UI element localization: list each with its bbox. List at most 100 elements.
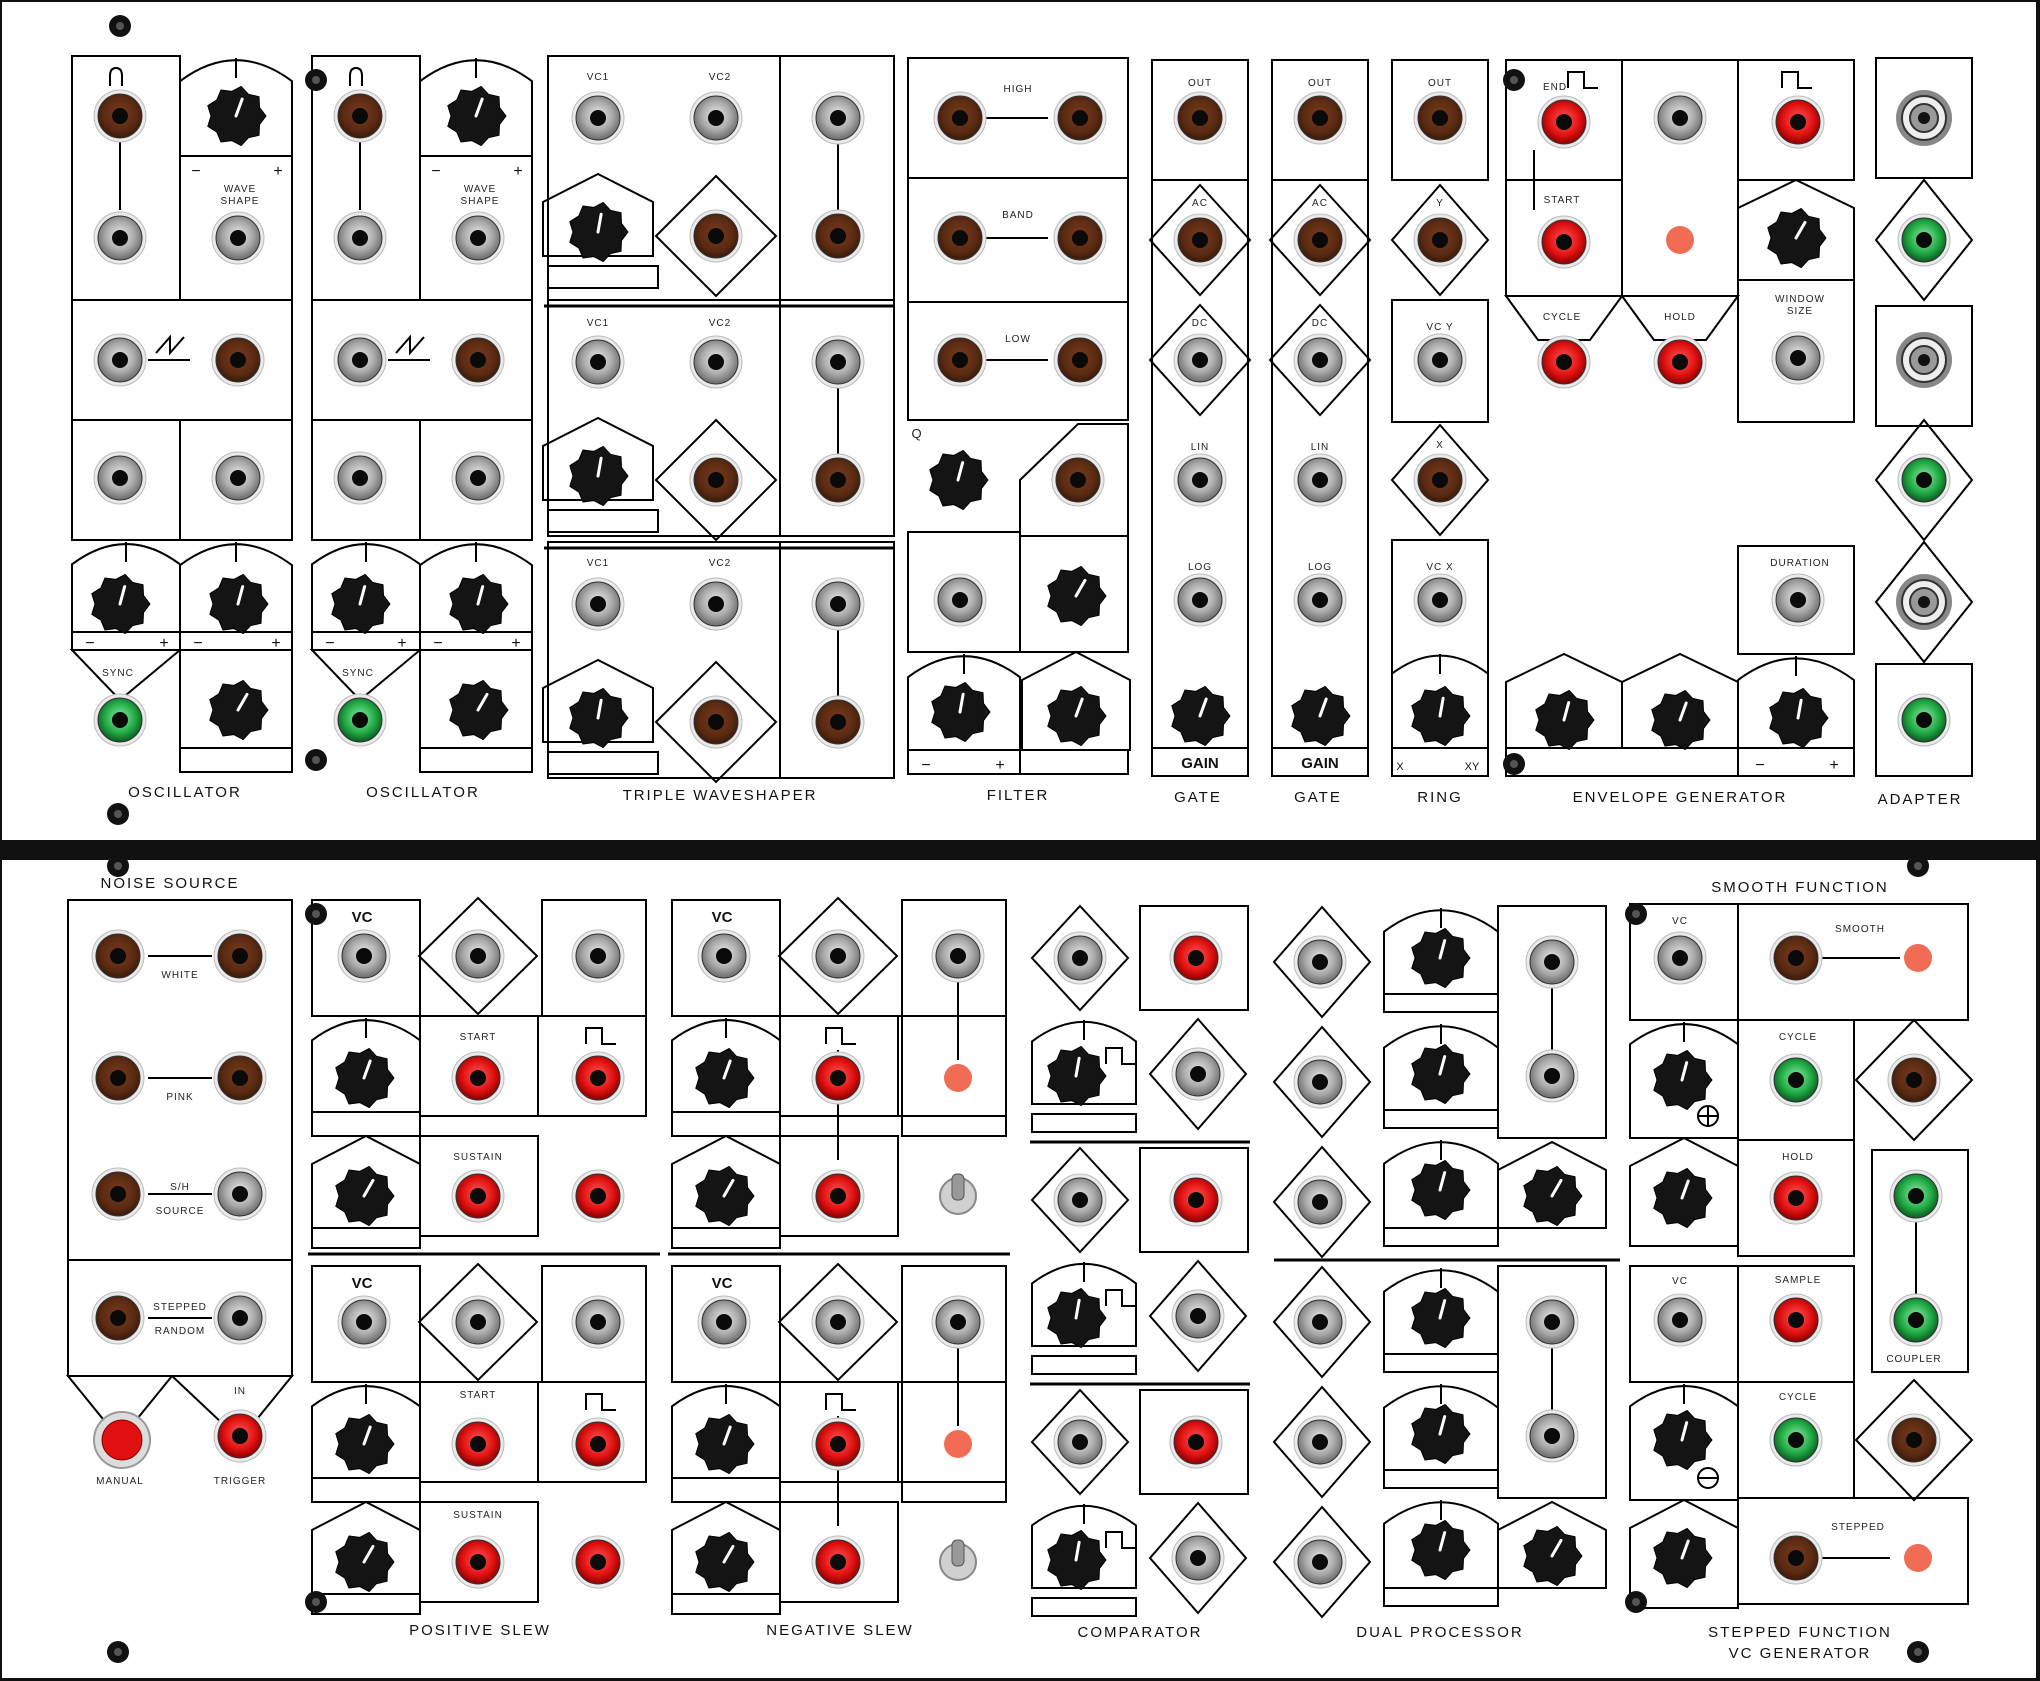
osc1-sine-out-jack[interactable] (94, 90, 146, 142)
dualproc2-in-jack-1[interactable] (1294, 1416, 1346, 1468)
osc1-saw-out-jack[interactable] (212, 334, 264, 386)
env-cycle-jack[interactable] (1538, 336, 1590, 388)
osc2-wave-shape-jack[interactable] (452, 212, 504, 264)
manual-trigger-button[interactable] (94, 1412, 150, 1468)
adapter-green-jack-3[interactable] (1898, 694, 1950, 746)
comp2-in-jack[interactable] (1054, 1174, 1106, 1226)
filter-in-jack[interactable] (1052, 454, 1104, 506)
sfvc-cycle-jack-1[interactable] (1770, 1054, 1822, 1106)
osc2-fm-in-jack[interactable] (334, 212, 386, 264)
nslew1-sustain-jack[interactable] (812, 1170, 864, 1222)
pslew2-in-jack[interactable] (452, 1296, 504, 1348)
filter-cv-jack[interactable] (934, 574, 986, 626)
sfvc-stepped-jack[interactable] (1770, 1532, 1822, 1584)
osc1-fm-in-jack[interactable] (94, 212, 146, 264)
nslew1-in-jack[interactable] (812, 930, 864, 982)
env-start-jack[interactable] (1538, 216, 1590, 268)
waveshaper3-in-jack[interactable] (812, 578, 864, 630)
osc2-cv1-jack[interactable] (334, 452, 386, 504)
osc2-saw-cv-jack[interactable] (334, 334, 386, 386)
gate1-lin-jack[interactable] (1174, 454, 1226, 506)
ring-vcx-jack[interactable] (1414, 574, 1466, 626)
filter-low-left-jack[interactable] (934, 334, 986, 386)
noise-pink-left-jack[interactable] (92, 1052, 144, 1104)
osc1-saw-cv-jack[interactable] (94, 334, 146, 386)
waveshaper1-vc2-jack[interactable] (690, 92, 742, 144)
pslew1-vc-jack[interactable] (338, 930, 390, 982)
filter-band-left-jack[interactable] (934, 212, 986, 264)
ring-x-jack[interactable] (1414, 454, 1466, 506)
pslew2-vc-jack[interactable] (338, 1296, 390, 1348)
dualproc2-out-jack-1[interactable] (1526, 1296, 1578, 1348)
waveshaper3-vc1-jack[interactable] (572, 578, 624, 630)
pslew2-sustain-jack[interactable] (452, 1536, 504, 1588)
env-window-jack[interactable] (1772, 332, 1824, 384)
nslew1-start-jack[interactable] (812, 1052, 864, 1104)
pslew1-start-jack[interactable] (452, 1052, 504, 1104)
filter-high-right-jack[interactable] (1054, 92, 1106, 144)
gate1-log-jack[interactable] (1174, 574, 1226, 626)
nslew2-start-jack[interactable] (812, 1418, 864, 1470)
dualproc2-in-jack-0[interactable] (1294, 1296, 1346, 1348)
dualproc1-in-jack-0[interactable] (1294, 936, 1346, 988)
nslew2-sustain-jack[interactable] (812, 1536, 864, 1588)
waveshaper2-vc1-jack[interactable] (572, 336, 624, 388)
waveshaper2-in-jack[interactable] (812, 336, 864, 388)
env-center-jack[interactable] (1654, 92, 1706, 144)
noise-sh-right-jack[interactable] (214, 1168, 266, 1220)
noise-white-right-jack[interactable] (214, 930, 266, 982)
sfvc-cycle-out-jack-2[interactable] (1888, 1414, 1940, 1466)
noise-stepped-right-jack[interactable] (214, 1292, 266, 1344)
dualproc2-out-jack-2[interactable] (1526, 1410, 1578, 1462)
adapter-mini-jack-3[interactable] (1896, 574, 1952, 630)
osc2-cv2-jack[interactable] (452, 452, 504, 504)
pslew2-out-jack[interactable] (572, 1296, 624, 1348)
sfvc-coupler-jack-2[interactable] (1890, 1294, 1942, 1346)
noise-white-left-jack[interactable] (92, 930, 144, 982)
noise-stepped-left-jack[interactable] (92, 1292, 144, 1344)
waveshaper2-vc2-jack[interactable] (690, 336, 742, 388)
comp1-in-jack[interactable] (1054, 932, 1106, 984)
dualproc1-in-jack-1[interactable] (1294, 1056, 1346, 1108)
osc1-cv2-jack[interactable] (212, 452, 264, 504)
nslew1-out-jack[interactable] (932, 930, 984, 982)
dualproc1-out-jack-2[interactable] (1526, 1050, 1578, 1102)
sfvc-vc-jack-2[interactable] (1654, 1294, 1706, 1346)
env-duration-jack[interactable] (1772, 574, 1824, 626)
osc2-sync-jack[interactable] (334, 694, 386, 746)
nslew2-vc-jack[interactable] (698, 1296, 750, 1348)
comp3-out-jack[interactable] (1170, 1416, 1222, 1468)
comp1-ref-jack[interactable] (1172, 1048, 1224, 1100)
nslew2-in-jack[interactable] (812, 1296, 864, 1348)
osc1-cv1-jack[interactable] (94, 452, 146, 504)
waveshaper1-vc1-jack[interactable] (572, 92, 624, 144)
nslew1-vc-jack[interactable] (698, 930, 750, 982)
adapter-green-jack-2[interactable] (1898, 454, 1950, 506)
env-pulse-jack[interactable] (1772, 96, 1824, 148)
osc2-saw-out-jack[interactable] (452, 334, 504, 386)
ring-y-jack[interactable] (1414, 214, 1466, 266)
filter-band-right-jack[interactable] (1054, 212, 1106, 264)
waveshaper1-in-jack[interactable] (812, 92, 864, 144)
sfvc-cycle-jack-2[interactable] (1770, 1414, 1822, 1466)
comp3-in-jack[interactable] (1054, 1416, 1106, 1468)
gate2-out-jack[interactable] (1294, 92, 1346, 144)
gate1-out-jack[interactable] (1174, 92, 1226, 144)
dualproc2-in-jack-2[interactable] (1294, 1536, 1346, 1588)
waveshaper2-out-jack[interactable] (812, 454, 864, 506)
comp3-ref-jack[interactable] (1172, 1532, 1224, 1584)
adapter-mini-jack-2[interactable] (1896, 332, 1952, 388)
sfvc-smooth-jack[interactable] (1770, 932, 1822, 984)
noise-sh-left-jack[interactable] (92, 1168, 144, 1220)
pslew1-sustain-jack[interactable] (452, 1170, 504, 1222)
pslew2-gate-out-jack[interactable] (572, 1418, 624, 1470)
pslew1-in-jack[interactable] (452, 930, 504, 982)
sfvc-vc-jack-1[interactable] (1654, 932, 1706, 984)
adapter-mini-jack-1[interactable] (1896, 90, 1952, 146)
pslew2-inv-out-jack[interactable] (572, 1536, 624, 1588)
noise-pink-right-jack[interactable] (214, 1052, 266, 1104)
env-hold-jack[interactable] (1654, 336, 1706, 388)
comp2-ref-jack[interactable] (1172, 1290, 1224, 1342)
sfvc-cycle-out-jack-1[interactable] (1888, 1054, 1940, 1106)
osc1-sync-jack[interactable] (94, 694, 146, 746)
